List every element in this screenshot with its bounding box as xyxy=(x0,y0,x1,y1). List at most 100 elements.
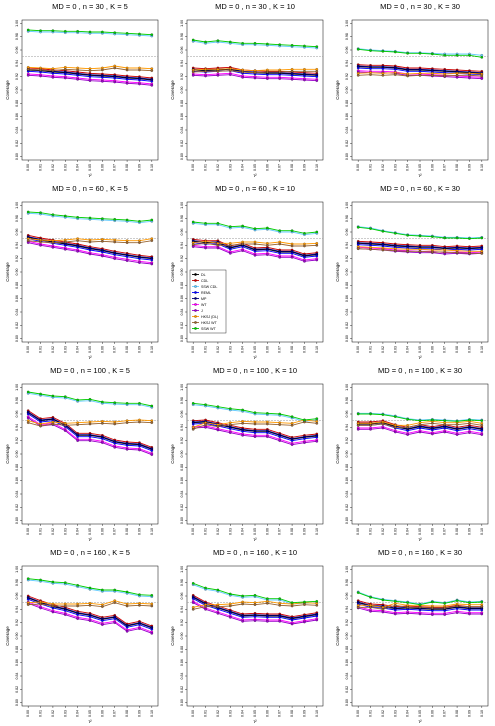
x-tick-label: 0.04 xyxy=(241,346,245,353)
data-point xyxy=(381,608,385,611)
data-point xyxy=(315,258,319,262)
data-point xyxy=(253,76,257,80)
y-tick-label: 0.86 xyxy=(180,477,184,484)
data-point xyxy=(393,606,397,610)
data-point xyxy=(266,244,269,247)
data-point xyxy=(393,612,397,616)
data-point xyxy=(138,442,141,446)
data-point xyxy=(290,229,294,232)
x-tick-label: 0.03 xyxy=(393,528,397,535)
data-point xyxy=(480,246,484,249)
data-point xyxy=(431,52,434,56)
y-tick-label: 0.98 xyxy=(15,215,19,222)
y-tick-label: 0.90 xyxy=(345,633,349,640)
panel: MD = 0 , n = 100 , K = 30 Coverage τ² 0.80 0… xyxy=(335,366,489,542)
data-point xyxy=(443,250,447,254)
y-tick-label: 0.84 xyxy=(180,491,184,498)
x-tick-label: 0.03 xyxy=(228,528,232,535)
data-point xyxy=(480,236,484,240)
data-point xyxy=(356,226,360,229)
data-point xyxy=(26,596,30,599)
y-tick-label: 0.96 xyxy=(15,593,19,600)
data-point xyxy=(266,247,269,250)
data-point xyxy=(204,403,207,406)
data-point xyxy=(150,404,154,408)
data-point xyxy=(266,435,269,438)
data-point xyxy=(315,434,319,437)
x-tick-label: 0.06 xyxy=(100,710,104,717)
data-point xyxy=(241,224,244,228)
legend-label: SSW WT xyxy=(201,327,217,331)
y-tick-label: 0.90 xyxy=(180,633,184,640)
data-point xyxy=(369,424,372,427)
y-tick-label: 0.86 xyxy=(180,295,184,302)
panel-title: MD = 0 , n = 160 , K = 10 xyxy=(213,548,297,557)
y-tick-label: 0.90 xyxy=(345,269,349,276)
data-point xyxy=(39,244,42,247)
data-point xyxy=(228,69,232,72)
y-axis-label: Coverage xyxy=(335,80,340,100)
data-point xyxy=(290,44,294,47)
data-point xyxy=(468,418,471,422)
data-point xyxy=(455,74,459,77)
legend-marker xyxy=(194,273,197,276)
data-point xyxy=(228,616,232,619)
data-point xyxy=(356,428,360,431)
data-point xyxy=(216,70,220,73)
y-tick-label: 0.94 xyxy=(180,424,184,431)
y-tick-label: 0.90 xyxy=(15,633,19,640)
data-point xyxy=(125,82,129,85)
data-point xyxy=(253,227,257,230)
data-point xyxy=(253,254,257,257)
data-point xyxy=(125,630,129,633)
data-point xyxy=(39,424,42,428)
data-point xyxy=(138,255,141,258)
data-point xyxy=(191,608,195,611)
data-point xyxy=(266,422,269,426)
data-point xyxy=(431,422,434,425)
x-tick-label: 0.07 xyxy=(443,710,447,717)
data-point xyxy=(228,244,232,247)
data-point xyxy=(290,70,294,73)
y-tick-label: 1.00 xyxy=(180,202,184,209)
data-point xyxy=(290,616,294,620)
data-point xyxy=(216,428,220,432)
data-point xyxy=(76,250,79,253)
x-tick-label: 0.00 xyxy=(356,528,360,535)
data-point xyxy=(418,430,422,434)
data-point xyxy=(51,246,55,249)
data-point xyxy=(101,217,104,220)
x-tick-label: 0.07 xyxy=(443,164,447,171)
data-point xyxy=(228,252,232,255)
data-point xyxy=(418,606,422,609)
x-tick-label: 0.06 xyxy=(100,164,104,171)
y-tick-label: 0.82 xyxy=(180,322,184,329)
y-tick-label: 0.82 xyxy=(345,140,349,147)
data-point xyxy=(191,402,195,405)
data-point xyxy=(315,600,319,603)
data-point xyxy=(468,76,471,80)
x-tick-label: 0.04 xyxy=(241,710,245,717)
y-tick-label: 1.00 xyxy=(345,384,349,391)
data-point xyxy=(418,250,422,253)
y-axis-label: Coverage xyxy=(335,444,340,464)
data-point xyxy=(88,73,92,76)
data-point xyxy=(369,610,372,613)
data-point xyxy=(39,606,42,610)
y-tick-label: 0.80 xyxy=(15,335,19,342)
x-tick-label: 0.09 xyxy=(137,346,141,353)
data-point xyxy=(241,408,244,412)
data-point xyxy=(216,74,220,77)
data-point xyxy=(228,604,232,608)
y-tick-label: 0.94 xyxy=(345,60,349,67)
data-point xyxy=(290,256,294,259)
data-point xyxy=(39,578,42,582)
y-tick-label: 0.90 xyxy=(15,269,19,276)
data-point xyxy=(381,413,385,416)
x-tick-label: 0.08 xyxy=(455,164,459,171)
data-point xyxy=(228,610,232,613)
data-point xyxy=(26,390,30,394)
data-point xyxy=(76,216,79,219)
y-tick-label: 0.88 xyxy=(180,100,184,107)
panel: MD = 0 , n = 30 , K = 10 Coverage τ² 0.80 0.… xyxy=(170,2,324,178)
